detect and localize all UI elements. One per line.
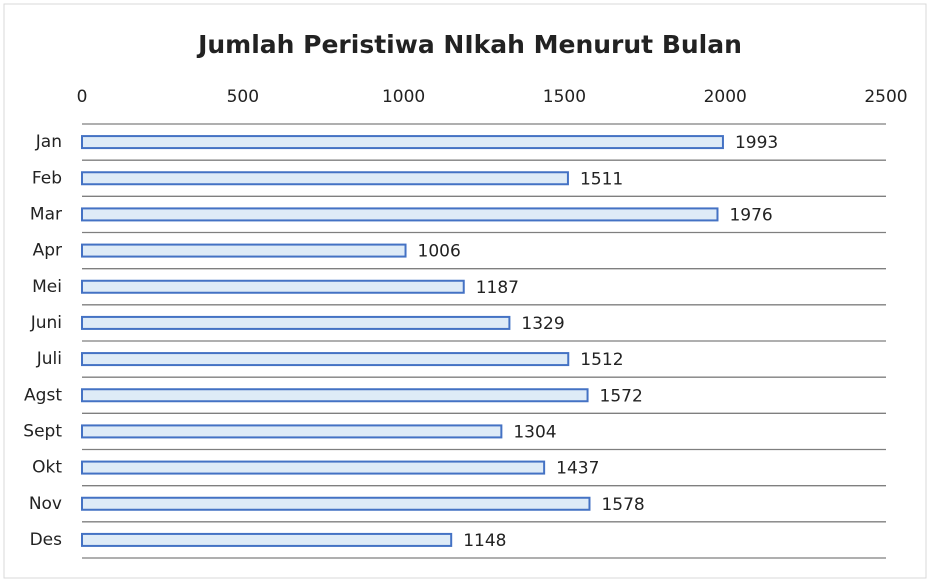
y-tick-label: Jan (35, 132, 62, 152)
x-tick-label: 500 (227, 87, 259, 107)
data-label: 1572 (600, 386, 643, 406)
bar (81, 388, 589, 403)
bar (81, 207, 719, 222)
y-tick-label: Juni (30, 313, 62, 333)
y-tick-label: Mei (32, 277, 62, 297)
bar (81, 279, 465, 294)
x-tick-label: 1000 (382, 87, 425, 107)
y-tick-label: Mar (30, 204, 62, 224)
bar (81, 243, 407, 258)
data-label: 1512 (580, 350, 623, 370)
bar (81, 171, 569, 186)
bar (81, 460, 546, 475)
data-label: 1148 (463, 531, 506, 551)
x-tick-label: 0 (77, 87, 88, 107)
y-tick-label: Nov (29, 494, 62, 514)
bar (81, 135, 724, 150)
x-tick-label: 2500 (864, 87, 907, 107)
bar (81, 532, 453, 547)
x-tick-label: 1500 (543, 87, 586, 107)
data-label: 1304 (513, 422, 556, 442)
chart-title: Jumlah Peristiwa NIkah Menurut Bulan (196, 30, 742, 59)
y-tick-label: Des (30, 530, 63, 550)
y-tick-label: Feb (32, 168, 62, 188)
data-label: 1511 (580, 169, 623, 189)
data-label: 1437 (556, 459, 599, 479)
bar (81, 315, 511, 330)
data-label: 1578 (601, 495, 644, 515)
y-tick-label: Sept (23, 421, 62, 441)
y-tick-label: Juli (36, 349, 62, 369)
data-label: 1006 (418, 242, 461, 262)
y-tick-label: Agst (24, 385, 62, 405)
data-label: 1993 (735, 133, 778, 153)
x-tick-label: 2000 (704, 87, 747, 107)
data-label: 1187 (476, 278, 519, 298)
y-tick-label: Okt (32, 458, 62, 478)
bar (81, 352, 570, 367)
bar (81, 496, 591, 511)
data-label: 1976 (729, 205, 772, 225)
bar (81, 424, 503, 439)
y-tick-label: Apr (33, 241, 62, 261)
data-label: 1329 (521, 314, 564, 334)
